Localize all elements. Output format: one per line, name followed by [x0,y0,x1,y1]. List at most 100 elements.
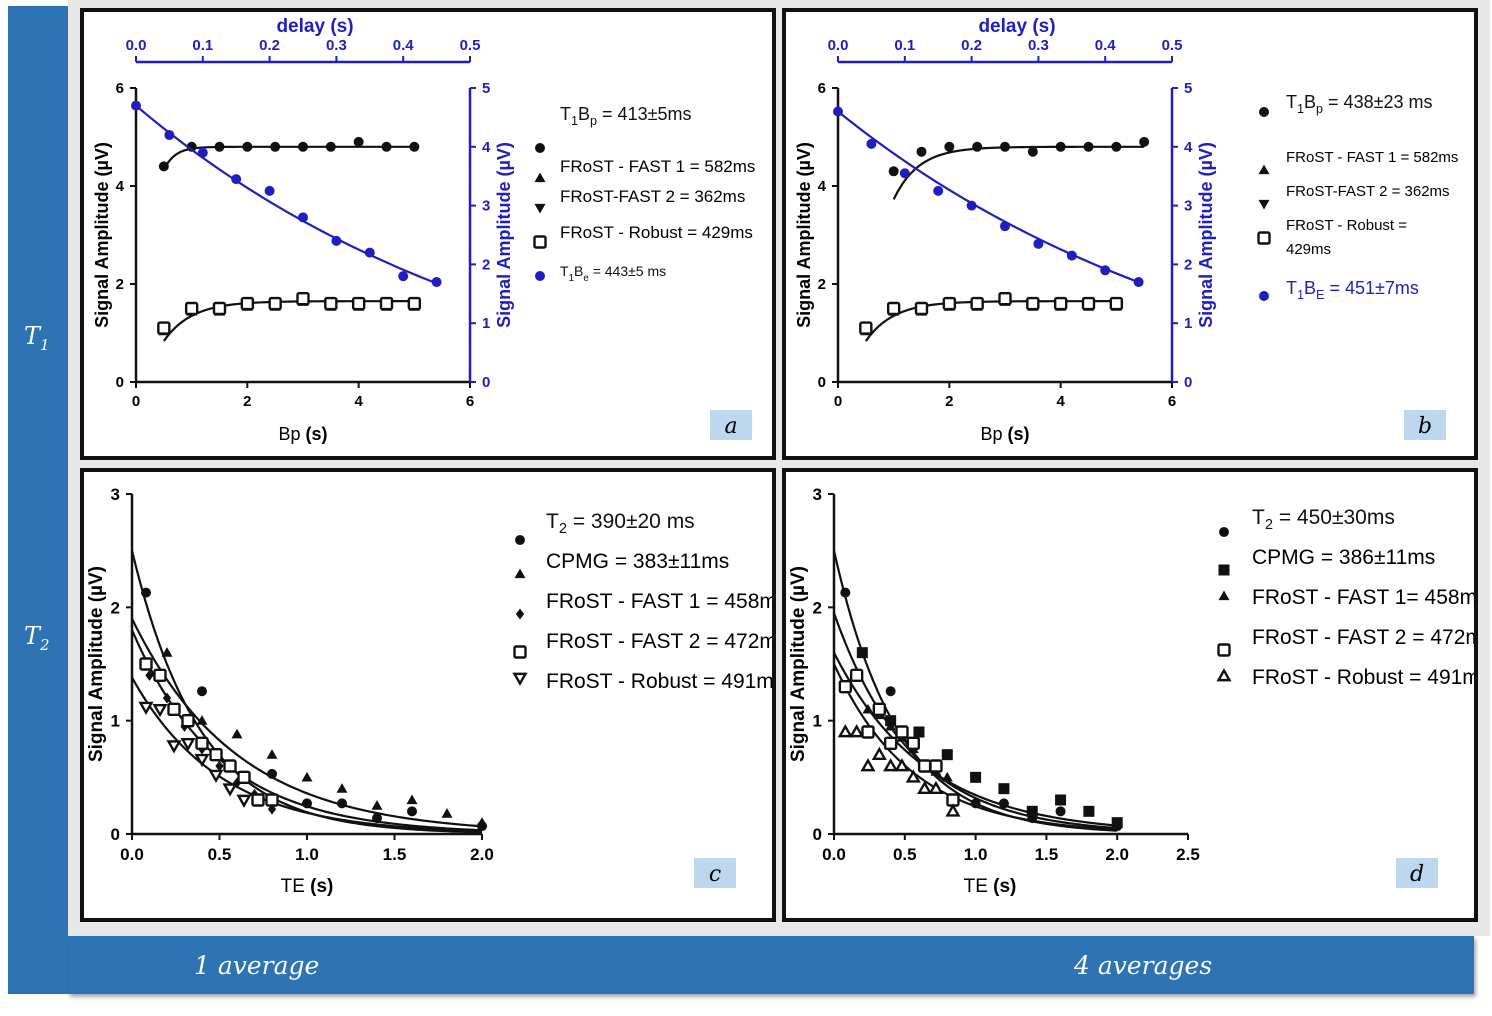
data-point [196,715,208,725]
legend-label: T1BE = 451±7ms [1286,278,1419,302]
panel-tag-box [1404,410,1446,440]
data-point [158,161,169,172]
panel-tag: a [710,410,752,440]
data-point [894,758,910,772]
row-label-t2: T2 [24,622,50,654]
legend-label: FRoST - FAST 1 = 458ms [546,590,772,613]
legend: T1Bp = 413±5ms FRoST - FAST 1 = 582ms FRoS… [533,104,755,284]
column-label-4-averages: 4 averages [1074,951,1213,980]
data-point [859,321,873,335]
x2-tick-label: 0.0 [828,37,849,54]
x2-axis-title: delay (s) [276,16,353,37]
data-point [866,138,877,149]
data-point [1055,141,1066,152]
data-point [231,728,243,739]
data-point [899,168,910,179]
chart-panel-b: 0 2 4 6 0 2 4 6 0.0 0.1 0.2 0.3 0.4 0.5 0 1 2 3 4 5 Bp (s) de… [782,8,1478,460]
data-point [264,185,275,196]
data-point [838,679,853,694]
legend-marker [1218,590,1230,601]
data-point [298,141,308,152]
data-point [1055,794,1067,806]
legend-marker [1217,643,1231,657]
x2-tick-label: 0.1 [894,37,915,54]
data-point [441,808,453,818]
legend-label: FRoST-FAST 2 = 362ms [560,187,745,206]
x2-tick-label: 0.0 [126,37,147,54]
series-FRoST---FAST-2 [139,657,279,807]
y2-tick-label: 5 [482,80,490,97]
data-point [214,141,225,152]
data-point [145,669,154,681]
x2-tick-label: 0.4 [1095,37,1117,54]
series-FRoST---Robust [837,724,961,817]
y2-tick-label: 2 [1184,256,1192,273]
data-point [267,768,277,779]
y-tick-label: 2 [818,276,826,293]
y2-tick-label: 2 [482,256,490,273]
legend-marker [513,645,527,659]
series-T1BE [833,106,1144,288]
data-point [1000,141,1010,152]
data-point [364,247,375,258]
data-point [409,141,420,152]
row-label-t1: T1 [24,322,50,354]
legend-label: FRoST - FAST 2 = 472ms [1252,626,1474,649]
series-T1Bp [158,136,420,172]
data-point [860,758,876,772]
data-point [353,136,364,147]
legend: T2 = 450±30ms CPMG = 386±11ms FRoST - FAST… [1216,506,1474,689]
x-axis-title: TE (s) [964,876,1017,897]
fit-curve [135,104,438,285]
chart-panel-c: 0.0 0.5 1.0 1.5 2.0 0 1 2 3 TE (s) Signal Amplitud… [80,468,776,922]
data-point [197,686,207,697]
data-point [209,747,223,762]
data-point [1083,805,1095,817]
y-tick-label: 2 [111,598,120,617]
data-point [161,647,173,657]
data-point [194,753,210,768]
legend-label: FRoST - Robust = [1286,217,1407,234]
x2-tick-label: 0.5 [460,37,481,54]
legend: T1Bp = 438±23 ms FRoST - FAST 1 = 582ms FR… [1257,92,1458,302]
y-tick-label: 6 [116,80,124,97]
data-point [296,292,310,306]
data-point [139,657,153,671]
legend-marker [534,203,546,214]
data-point [1066,250,1077,261]
y-tick-label: 1 [111,712,120,731]
data-point [266,749,278,759]
data-point [251,793,265,807]
y-tick-label: 3 [111,485,120,504]
x-tick-label: 0.0 [822,845,846,864]
column-label-1-average: 1 average [194,951,320,980]
fit-curve [130,550,483,834]
data-point [1133,277,1144,288]
data-point [268,296,282,311]
fit-curve [131,618,483,828]
x2-tick-label: 0.3 [326,37,347,54]
data-point [871,746,887,760]
x-axis-title: Bp (s) [980,424,1029,444]
y2-tick-label: 3 [482,198,490,215]
data-point [407,806,417,817]
x-tick-label: 2.5 [1176,845,1200,864]
panel-tag-label: c [709,862,721,887]
y2-tick-label: 0 [482,374,490,391]
x-tick-label: 6 [466,393,474,410]
x-tick-label: 4 [354,393,363,410]
y-tick-label: 0 [818,374,826,391]
data-point [1026,296,1040,311]
x-tick-label: 0.5 [208,845,232,864]
x2-tick-label: 0.2 [259,37,280,54]
legend-label: T1Bp = 413±5ms [560,104,691,128]
y-tick-label: 6 [818,80,826,97]
x2-axis-title: delay (s) [978,16,1055,37]
x-tick-label: 2 [243,393,251,410]
y-tick-label: 2 [116,276,124,293]
legend-label: T2 = 390±20 ms [546,510,695,537]
data-point [265,793,279,807]
data-point [181,713,195,728]
data-point [324,296,338,311]
data-point [184,301,199,316]
